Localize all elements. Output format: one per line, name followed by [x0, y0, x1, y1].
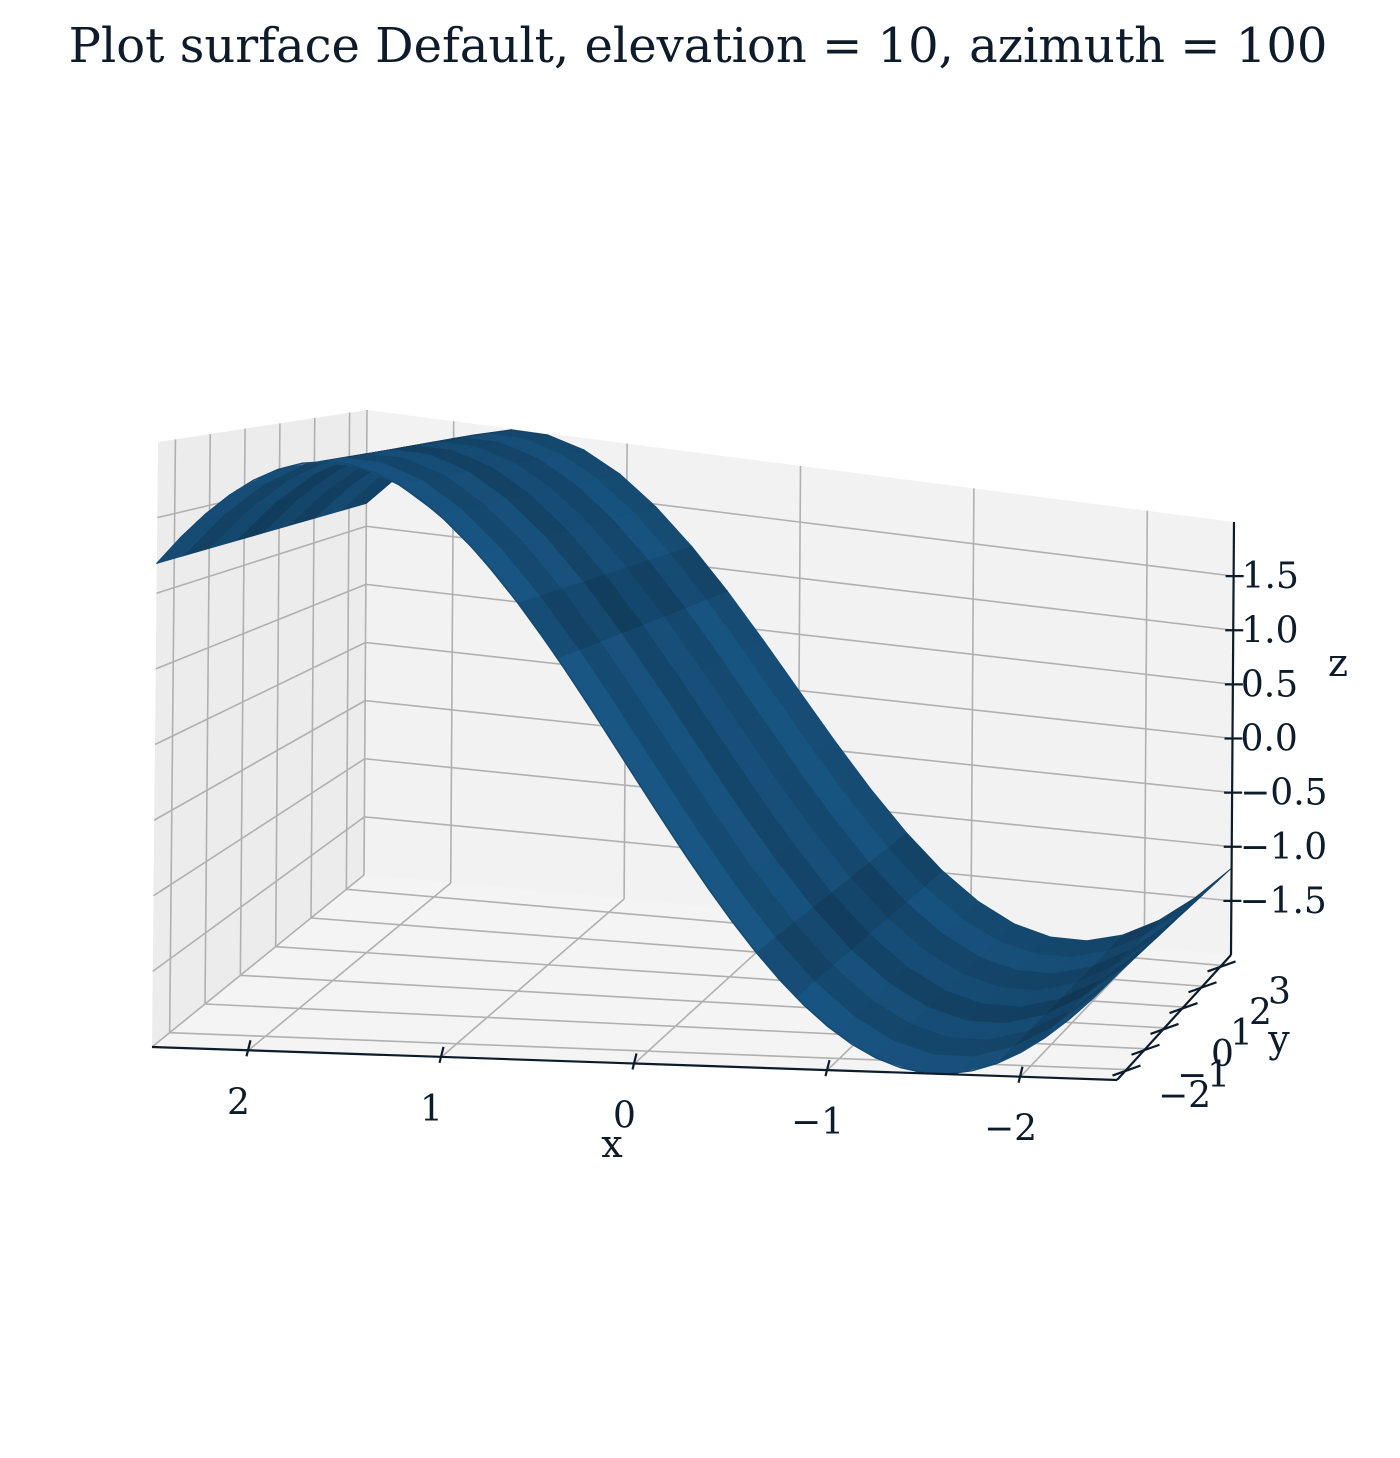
z-tick-label: 0.5: [1241, 664, 1298, 705]
y-tick-label: 0: [1211, 1034, 1234, 1075]
y-axis-label: y: [1267, 1017, 1290, 1061]
z-tick-label: 1.5: [1242, 556, 1299, 597]
y-tick: [1150, 1022, 1179, 1035]
x-tick: [438, 1046, 445, 1064]
x-tick: [245, 1040, 252, 1057]
z-tick-label: −0.5: [1240, 773, 1327, 814]
x-tick-label: −2: [984, 1109, 1037, 1150]
grid-line: [156, 525, 367, 595]
z-tick-label: −1.0: [1240, 827, 1327, 868]
z-tick-label: −1.5: [1239, 881, 1326, 922]
x-tick-label: 2: [227, 1082, 250, 1123]
z-tick-label: 0.0: [1241, 719, 1298, 760]
surface-mesh: [155, 429, 1232, 1075]
y-tick-label: −2: [1158, 1076, 1211, 1117]
grid-line: [153, 758, 366, 897]
grid-line: [155, 583, 367, 670]
y-tick-label: 1: [1230, 1013, 1253, 1054]
y-tick: [1188, 981, 1217, 994]
grid-line: [154, 641, 366, 746]
y-tick-label: 3: [1268, 971, 1291, 1012]
y-tick-label: 2: [1249, 992, 1272, 1033]
x-axis-label: x: [601, 1122, 622, 1166]
x-tick: [631, 1053, 638, 1070]
y-axis-line: [1116, 954, 1232, 1081]
y-tick: [1207, 960, 1236, 973]
x-tick-label: 0: [613, 1096, 636, 1137]
x-tick-label: −1: [791, 1102, 844, 1143]
grid-line: [151, 874, 365, 1048]
z-tick-label: 1.0: [1241, 610, 1298, 651]
grid-line: [440, 898, 625, 1058]
grid-line: [247, 882, 452, 1051]
y-tick: [1169, 1002, 1198, 1015]
z-axis-label: z: [1328, 641, 1348, 685]
x-tick: [824, 1059, 831, 1077]
chart-title: Plot surface Default, elevation = 10, az…: [69, 18, 1328, 74]
grid-line: [365, 583, 1233, 686]
grid-line: [153, 699, 366, 821]
x-tick: [1017, 1066, 1024, 1083]
surface-edge: [156, 460, 1119, 1075]
y-tick: [1131, 1043, 1160, 1056]
y-tick: [1112, 1064, 1141, 1077]
y-tick-label: −1: [1177, 1055, 1230, 1096]
grid-line: [152, 816, 365, 973]
x-tick-label: 1: [420, 1089, 443, 1130]
